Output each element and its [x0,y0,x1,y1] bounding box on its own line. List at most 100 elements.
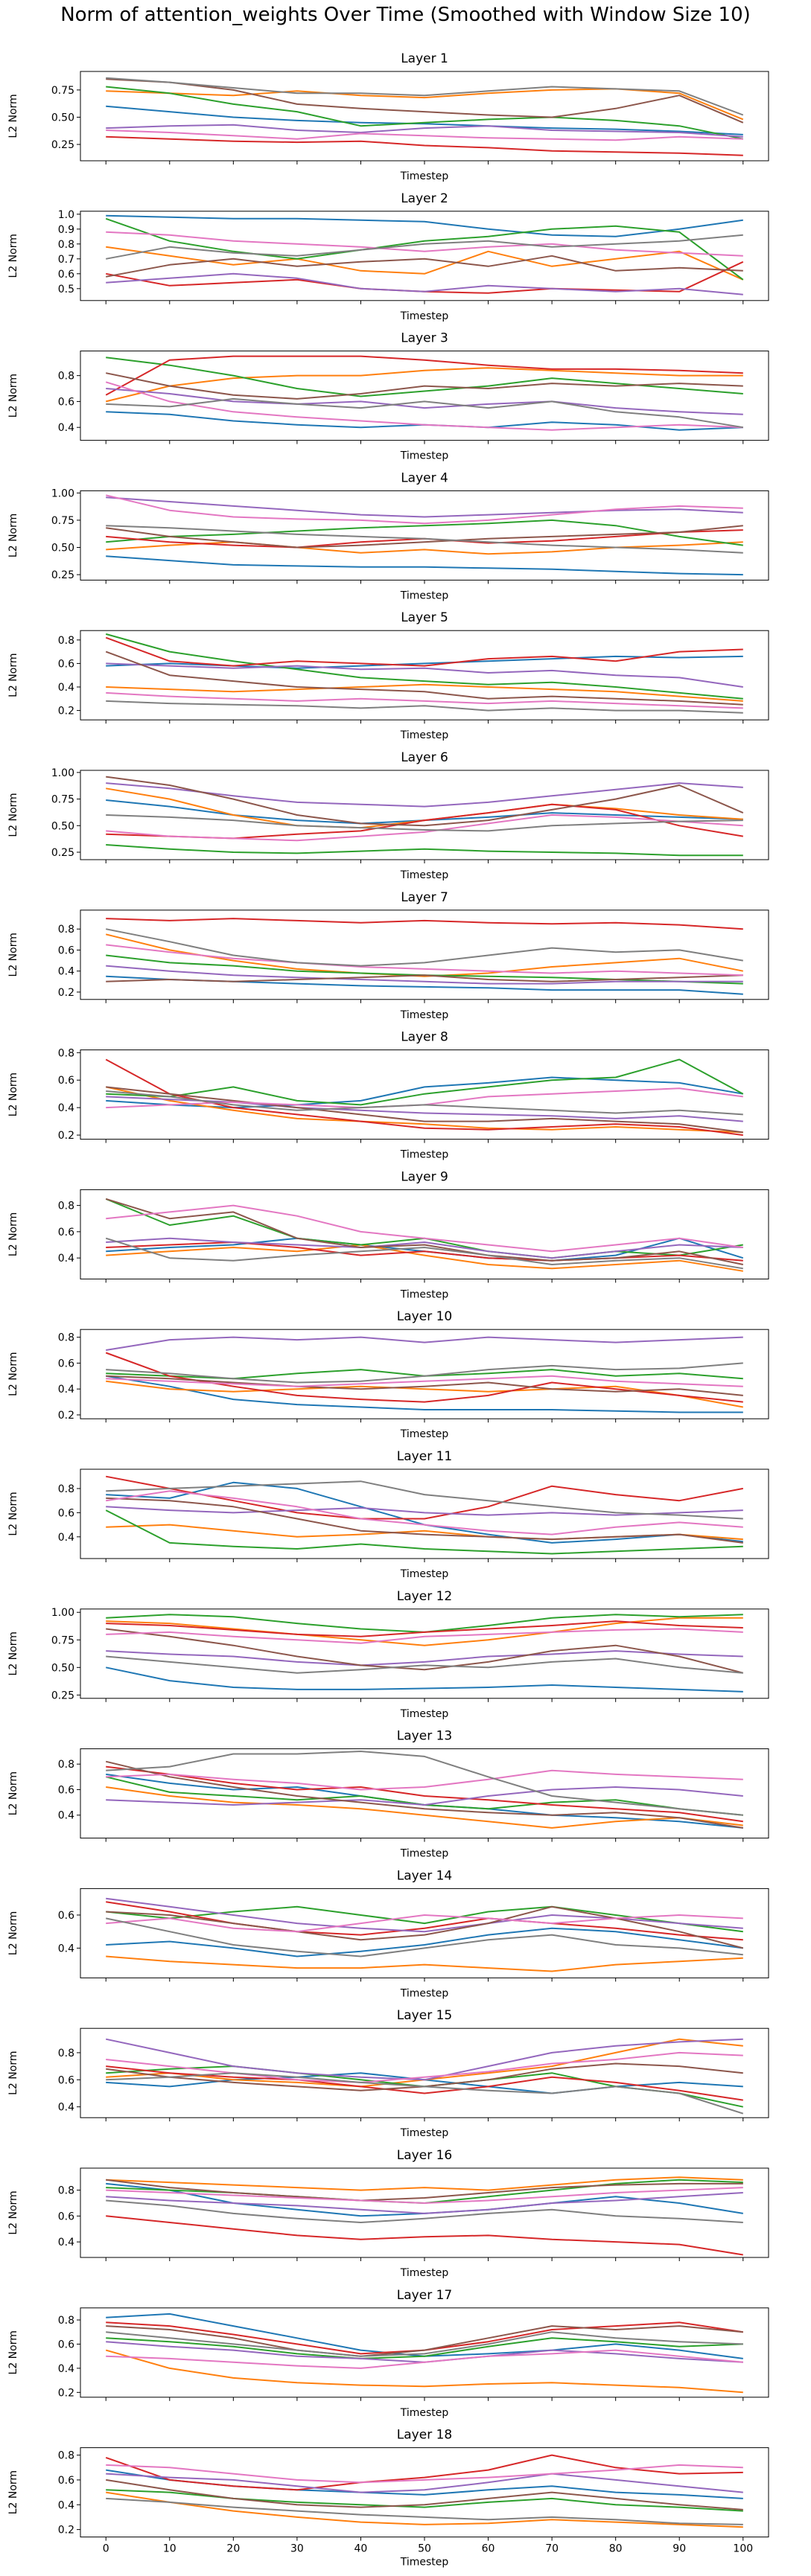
y-tick-label: 0.4 [58,1102,74,1114]
y-tick-label: 0.8 [58,924,74,936]
y-tick-label: 0.4 [58,2363,74,2375]
y-tick-label: 0.50 [51,820,74,832]
series-line [106,2313,743,2359]
x-axis-label: Timestep [400,1288,449,1300]
x-tick-label: 20 [226,2543,240,2555]
series-line [106,1380,743,1408]
y-tick-label: 0.4 [58,422,74,434]
series-line [106,776,744,827]
plot-frame [80,1888,769,1978]
x-axis-label: Timestep [400,1708,449,1720]
y-tick-label: 0.25 [51,847,74,859]
plot-frame [80,1468,769,1559]
series-line [106,1244,743,1272]
series-line [106,814,743,842]
series-line [106,2473,743,2493]
y-tick-label: 1.0 [58,209,74,221]
series-line [106,1204,743,1253]
x-tick-label: 90 [672,2543,686,2555]
series-line [106,1628,744,1674]
x-axis-label: Timestep [400,1149,449,1161]
y-tick-label: 0.6 [58,1507,74,1519]
series-line [106,2489,743,2512]
series-line [105,367,743,403]
y-axis-label: L2 Norm [7,94,19,138]
y-tick-label: 0.6 [58,1358,74,1370]
plot-frame [80,1189,769,1279]
x-axis-label: Timestep [400,1428,449,1440]
series-line [106,691,743,709]
y-axis-label: L2 Norm [7,653,19,697]
plot-frame [80,490,769,581]
y-tick-label: 0.4 [58,2499,74,2511]
plot-frame [80,1049,769,1140]
series-line [105,355,743,396]
y-axis-label: L2 Norm [7,2051,19,2095]
subplot-10: Layer 10 L2 Norm Timestep 0.2 0.4 0.6 0.8 [7,1309,769,1440]
series-line [106,246,744,281]
x-tick-label: 0 [103,2543,109,2555]
x-axis-label: Timestep [400,310,449,322]
subplot-4: Layer 4 L2 Norm Timestep 0.25 0.50 0.75 1.00 [7,470,769,601]
series-line [106,1375,743,1387]
y-axis-label: L2 Norm [7,1352,19,1396]
x-tick-label: 50 [418,2543,431,2555]
y-tick-label: 0.8 [58,1483,74,1495]
y-tick-label: 0.4 [58,1532,74,1544]
series-line [106,803,743,840]
y-tick-label: 0.6 [58,1227,74,1239]
plot-frame [80,351,769,441]
series-line [106,2182,743,2217]
y-tick-label: 0.5 [58,284,74,295]
subplot-title: Layer 6 [401,750,448,765]
y-tick-label: 0.2 [58,2525,74,2537]
y-axis-label: L2 Norm [7,514,19,557]
y-axis-label: L2 Norm [7,2190,19,2234]
x-axis-label: Timestep [400,729,449,741]
series-line [106,683,743,702]
y-tick-label: 0.4 [58,2237,74,2249]
y-tick-label: 0.50 [51,112,74,124]
series-line [106,1241,743,1262]
y-tick-label: 0.8 [58,1047,74,1059]
plot-frame [80,1329,769,1419]
series-line [106,525,743,554]
y-tick-label: 0.6 [58,2475,74,2487]
y-axis-label: L2 Norm [7,793,19,837]
y-tick-label: 0.6 [58,1075,74,1087]
y-tick-label: 0.8 [58,1759,74,1771]
series-line [106,255,743,278]
plot-frame [80,2167,769,2258]
x-axis-label: Timestep [400,2127,449,2139]
series-line [106,77,744,116]
x-axis-label: Timestep [400,1848,449,1860]
series-line [105,1237,743,1270]
subplot-title: Layer 18 [397,2428,452,2443]
y-tick-label: 0.6 [58,1784,74,1796]
subplot-1: Layer 1 L2 Norm Timestep 0.25 0.50 0.75 [7,51,769,182]
series-line [106,78,744,124]
y-tick-label: 0.4 [58,2102,74,2114]
series-line [106,1086,743,1134]
plot-frame [80,1748,769,1839]
y-tick-label: 0.25 [51,569,74,581]
series-line [106,844,743,857]
subplot-15: Layer 15 L2 Norm Timestep 0.4 0.6 0.8 [7,2008,769,2139]
series-line [106,2464,743,2484]
series-line [106,2176,743,2191]
y-tick-label: 0.2 [58,706,74,717]
series-line [105,217,744,281]
series-line [106,1769,743,1791]
y-tick-label: 0.75 [51,85,74,97]
x-tick-label: 10 [163,2543,176,2555]
y-tick-label: 0.4 [58,1384,74,1396]
subplot-18: Layer 18 L2 Norm Timestep 0.2 0.4 0.6 0.8 0 10 20… [7,2428,769,2569]
series-line [106,1090,743,1116]
series-line [106,1369,743,1380]
series-line [106,130,743,141]
subplot-16: Layer 16 L2 Norm Timestep 0.4 0.6 0.8 [7,2148,769,2279]
series-line [105,633,743,700]
y-tick-label: 0.2 [58,1410,74,1422]
series-line [106,388,743,415]
